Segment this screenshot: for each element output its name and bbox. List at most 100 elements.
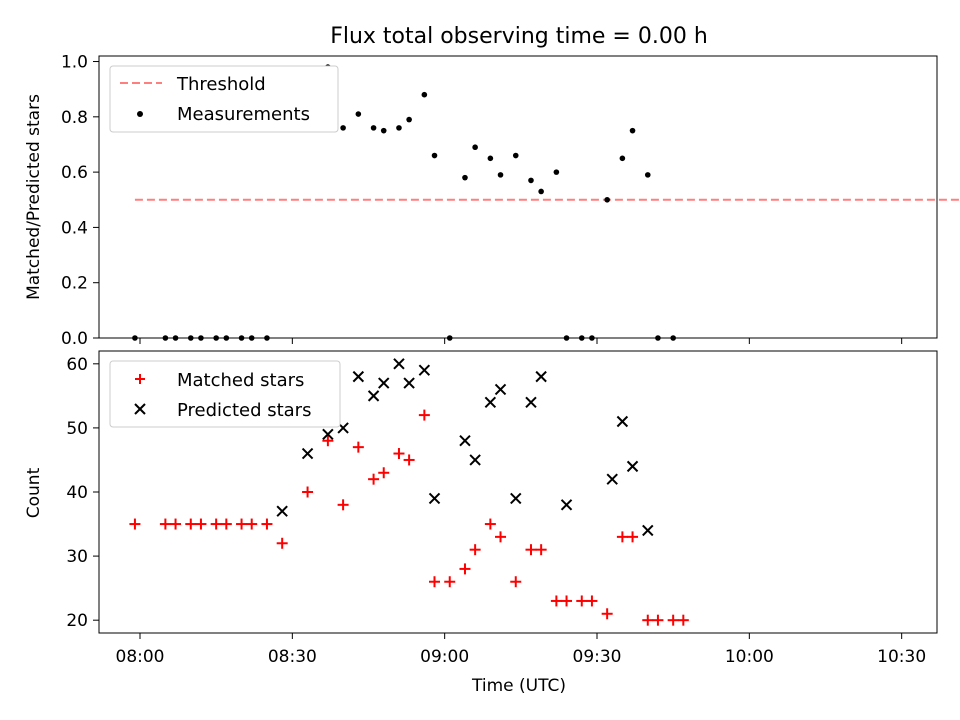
matched-star-point <box>368 473 380 485</box>
measurement-point <box>264 335 270 341</box>
measurement-point <box>462 174 468 181</box>
predicted-star-point <box>393 358 405 370</box>
top-y-tick-label: 0.6 <box>61 163 88 183</box>
matched-star-point <box>337 499 349 511</box>
matched-star-point <box>129 518 141 530</box>
bottom-y-tick-label: 30 <box>66 547 88 567</box>
predicted-star-point <box>494 383 507 396</box>
measurement-point <box>396 125 402 131</box>
measurement-point <box>223 335 230 341</box>
measurement-point <box>670 335 676 341</box>
matched-star-point <box>185 518 197 530</box>
matched-star-point <box>535 544 547 556</box>
predicted-star-point <box>525 396 537 408</box>
matched-star-point <box>550 595 562 607</box>
bottom-y-tick-label: 20 <box>66 611 88 631</box>
legend-predicted-label: Predicted stars <box>177 400 311 421</box>
bottom-legend: Matched stars Predicted stars <box>109 360 341 428</box>
measurement-point <box>578 335 585 341</box>
legend-predicted-swatch <box>134 403 146 415</box>
measurement-point <box>406 116 412 123</box>
matched-star-point <box>210 518 222 530</box>
measurement-point <box>370 125 377 131</box>
top-legend-box <box>109 65 339 133</box>
measurement-point <box>497 172 504 178</box>
x-tick-label: 08:00 <box>116 647 165 667</box>
x-tick-label: 09:00 <box>420 647 469 667</box>
matched-star-point <box>627 531 639 543</box>
measurement-point <box>355 111 362 117</box>
matched-star-point <box>576 595 588 607</box>
predicted-star-point <box>616 415 629 428</box>
predicted-star-point <box>367 390 380 402</box>
measurement-point <box>604 196 610 203</box>
matched-star-point <box>195 518 207 530</box>
matched-star-point <box>459 563 471 575</box>
top-y-tick-label: 0.8 <box>61 108 88 128</box>
bottom-legend-box <box>109 360 341 428</box>
predicted-star-point <box>276 505 288 517</box>
matched-star-point <box>352 441 364 453</box>
matched-star-point <box>220 518 232 530</box>
matched-star-point <box>510 576 522 588</box>
predicted-star-point <box>428 492 441 505</box>
measurement-point <box>446 335 453 341</box>
top-y-tick-label: 1.0 <box>61 53 88 73</box>
legend-matched-label: Matched stars <box>177 370 304 391</box>
measurement-point <box>132 335 138 341</box>
legend-measurements-label: Measurements <box>177 104 310 125</box>
matched-star-point <box>418 409 430 421</box>
top-panel: 0.0 0.2 0.4 0.6 0.8 1.0 Matched/Predicted sta… <box>24 53 960 349</box>
x-tick-label: 10:00 <box>725 647 774 667</box>
predicted-star-point <box>403 377 415 389</box>
bottom-y-tick-label: 50 <box>66 419 88 439</box>
measurement-point <box>162 335 169 341</box>
predicted-star-point <box>535 370 547 383</box>
bottom-y-axis-label: Count <box>24 467 44 518</box>
measurement-point <box>553 169 560 175</box>
top-y-axis-label: Matched/Predicted stars <box>24 94 44 300</box>
predicted-star-point <box>606 473 618 485</box>
predicted-star-point <box>418 364 431 376</box>
legend-measurements-swatch <box>137 111 143 117</box>
measurement-point <box>655 335 661 341</box>
predicted-star-point <box>352 370 365 383</box>
matched-star-point <box>246 518 258 530</box>
figure-title: Flux total observing time = 0.00 h <box>330 24 708 49</box>
measurement-point <box>512 152 519 159</box>
predicted-star-point <box>560 499 573 511</box>
matched-star-point <box>616 531 628 543</box>
matched-star-point <box>236 518 248 530</box>
measurement-point <box>619 155 626 162</box>
measurement-point <box>589 335 595 341</box>
predicted-star-point <box>459 435 471 447</box>
matched-star-point <box>525 544 537 556</box>
x-tick-label: 09:30 <box>573 647 622 667</box>
measurement-point <box>213 335 219 341</box>
top-y-tick-label: 0.2 <box>61 274 88 294</box>
matched-star-point <box>393 448 405 460</box>
x-tick-label: 08:30 <box>268 647 317 667</box>
measurement-point <box>528 177 534 184</box>
measurement-point <box>198 335 204 341</box>
matched-star-point <box>302 486 314 498</box>
matched-star-point <box>170 518 182 530</box>
top-y-tick-label: 0.0 <box>61 329 88 349</box>
matched-star-point <box>586 595 598 607</box>
predicted-star-point <box>484 396 497 408</box>
matched-star-point <box>276 537 288 549</box>
legend-threshold-label: Threshold <box>176 74 266 95</box>
predicted-star-point <box>322 428 334 441</box>
matched-star-point <box>601 608 613 620</box>
predicted-star-point <box>510 492 522 505</box>
matched-star-point <box>403 454 415 466</box>
matched-star-point <box>322 435 334 447</box>
measurement-point <box>172 335 179 341</box>
matched-star-point <box>667 614 679 626</box>
matched-star-point <box>429 576 441 588</box>
matched-star-point <box>484 518 496 530</box>
top-legend: Threshold Measurements <box>109 65 339 133</box>
matched-star-point <box>159 518 171 530</box>
measurement-point <box>538 188 544 195</box>
